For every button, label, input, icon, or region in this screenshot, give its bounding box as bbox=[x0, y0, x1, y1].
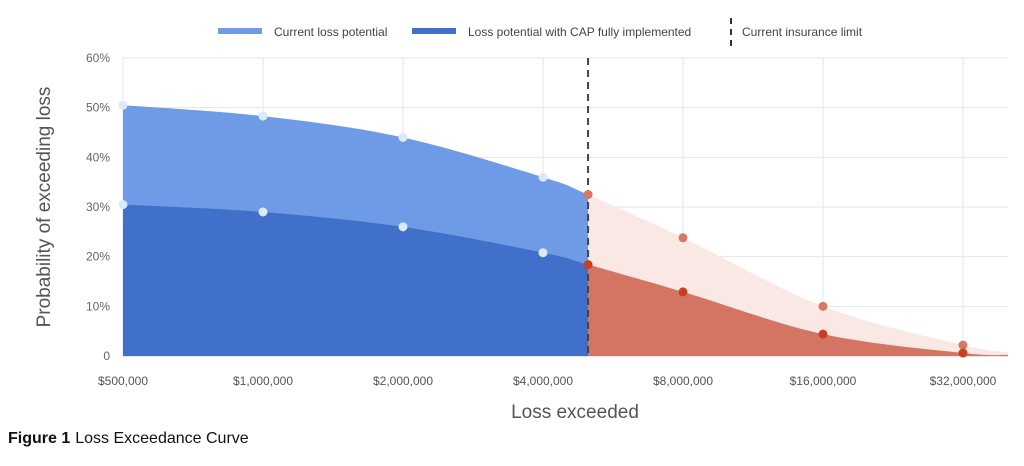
data-point-cap[interactable] bbox=[583, 260, 593, 270]
data-point-current[interactable] bbox=[118, 100, 128, 110]
x-axis-title: Loss exceeded bbox=[511, 402, 639, 423]
legend-swatch-current bbox=[218, 28, 262, 34]
data-point-cap[interactable] bbox=[118, 200, 128, 210]
x-tick-label: $32,000,000 bbox=[930, 374, 997, 388]
data-point-current[interactable] bbox=[818, 301, 828, 311]
legend-swatch-cap bbox=[412, 28, 456, 34]
legend-label-limit: Current insurance limit bbox=[742, 25, 863, 39]
data-point-current[interactable] bbox=[678, 233, 688, 243]
figure-caption: Figure 1 Loss Exceedance Curve bbox=[8, 430, 249, 448]
x-tick-label: $8,000,000 bbox=[653, 374, 713, 388]
x-tick-label: $500,000 bbox=[98, 374, 148, 388]
data-point-current[interactable] bbox=[538, 172, 548, 182]
data-point-current[interactable] bbox=[398, 132, 408, 142]
data-point-cap[interactable] bbox=[258, 207, 268, 217]
data-point-current[interactable] bbox=[958, 340, 968, 350]
area-cap-within-limit bbox=[123, 204, 589, 356]
x-tick-labels: $500,000 $1,000,000 $2,000,000 $4,000,000 $8… bbox=[98, 374, 997, 388]
data-point-current[interactable] bbox=[583, 190, 593, 200]
figure-title: Loss Exceedance Curve bbox=[75, 430, 249, 447]
y-tick-label: 50% bbox=[86, 101, 110, 115]
y-tick-label: 30% bbox=[86, 200, 110, 214]
y-tick-labels: 0 10% 20% 30% 40% 50% 60% bbox=[86, 51, 110, 363]
y-axis-title: Probability of exceeding loss bbox=[34, 87, 55, 328]
figure-label: Figure 1 bbox=[8, 430, 71, 447]
x-tick-label: $2,000,000 bbox=[373, 374, 433, 388]
data-point-cap[interactable] bbox=[398, 222, 408, 232]
data-point-cap[interactable] bbox=[958, 348, 968, 358]
y-tick-label: 20% bbox=[86, 250, 110, 264]
areas bbox=[123, 105, 1009, 356]
x-tick-label: $16,000,000 bbox=[790, 374, 857, 388]
y-tick-label: 40% bbox=[86, 150, 110, 164]
x-tick-label: $4,000,000 bbox=[513, 374, 573, 388]
x-tick-label: $1,000,000 bbox=[233, 374, 293, 388]
y-tick-label: 0 bbox=[103, 349, 110, 363]
data-points bbox=[118, 100, 968, 358]
legend-label-current: Current loss potential bbox=[274, 25, 387, 39]
legend: Current loss potential Loss potential wi… bbox=[218, 18, 863, 46]
data-point-cap[interactable] bbox=[818, 329, 828, 339]
y-tick-label: 60% bbox=[86, 51, 110, 65]
data-point-cap[interactable] bbox=[538, 248, 548, 258]
data-point-cap[interactable] bbox=[678, 287, 688, 297]
y-tick-label: 10% bbox=[86, 299, 110, 313]
data-point-current[interactable] bbox=[258, 111, 268, 121]
area-cap-over-limit bbox=[588, 264, 1009, 356]
legend-label-cap: Loss potential with CAP fully implemente… bbox=[468, 25, 691, 39]
